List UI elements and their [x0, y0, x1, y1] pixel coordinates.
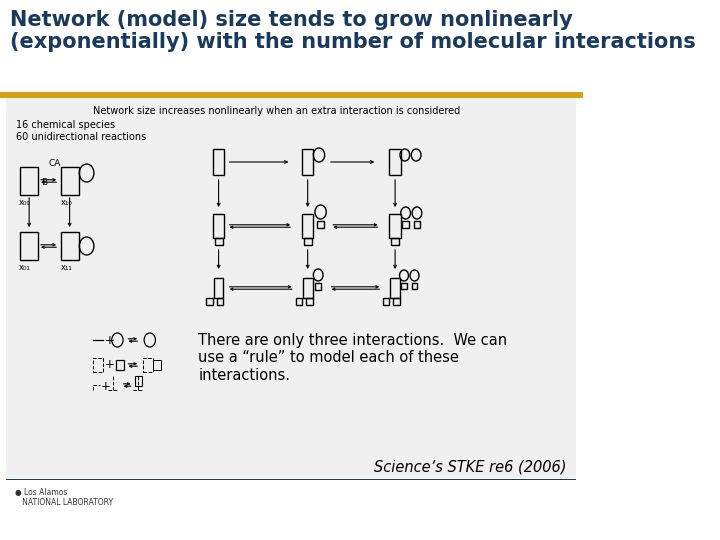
Bar [20, 167, 38, 195]
Bar [60, 167, 78, 195]
Bar [135, 376, 142, 386]
Text: Network size increases nonlinearly when an extra interaction is considered: Network size increases nonlinearly when … [93, 105, 460, 116]
Bar [304, 238, 312, 245]
Text: B: B [42, 178, 48, 187]
Text: x₁₀: x₁₀ [60, 198, 73, 207]
Bar [0, 91, 583, 98]
Text: x₀₁: x₀₁ [19, 263, 30, 272]
Bar [302, 149, 313, 175]
Bar [412, 283, 418, 289]
Bar [60, 232, 78, 260]
Bar [391, 238, 399, 245]
Bar [390, 278, 400, 298]
Text: (exponentially) with the number of molecular interactions: (exponentially) with the number of molec… [9, 32, 696, 52]
Bar [93, 358, 103, 372]
Bar [215, 238, 222, 245]
Bar [207, 298, 213, 305]
Bar [143, 358, 153, 372]
Bar [315, 283, 321, 290]
Text: Network (model) size tends to grow nonlinearly: Network (model) size tends to grow nonli… [9, 10, 572, 30]
Bar [401, 283, 407, 289]
Text: ● Los Alamos
   NATIONAL LABORATORY: ● Los Alamos NATIONAL LABORATORY [14, 488, 113, 508]
Bar [317, 221, 324, 228]
Bar [6, 98, 577, 478]
Text: +: + [102, 381, 111, 394]
Text: Science’s STKE re6 (2006): Science’s STKE re6 (2006) [374, 460, 567, 475]
Text: x₀₀: x₀₀ [19, 198, 30, 207]
Text: 60 unidirectional reactions: 60 unidirectional reactions [16, 132, 146, 141]
Bar [217, 298, 223, 305]
Bar [394, 298, 400, 305]
Text: 16 chemical species: 16 chemical species [16, 119, 115, 130]
Bar [302, 214, 313, 238]
Bar [383, 298, 390, 305]
Text: x₁₁: x₁₁ [60, 263, 73, 272]
Text: There are only three interactions.  We can
use a “rule” to model each of these
i: There are only three interactions. We ca… [199, 333, 508, 383]
Text: +: + [104, 334, 114, 347]
Bar [213, 214, 224, 238]
Bar [214, 278, 223, 298]
Text: CA: CA [48, 159, 61, 168]
Bar [390, 214, 401, 238]
Bar [303, 278, 312, 298]
Bar [390, 149, 401, 175]
Bar [20, 232, 38, 260]
Bar [414, 221, 420, 228]
Text: +: + [104, 359, 114, 372]
Bar [306, 298, 312, 305]
Bar [116, 360, 124, 370]
Bar [153, 360, 161, 370]
Bar [213, 149, 224, 175]
Bar [6, 478, 577, 480]
Bar [402, 221, 409, 228]
Bar [295, 298, 302, 305]
